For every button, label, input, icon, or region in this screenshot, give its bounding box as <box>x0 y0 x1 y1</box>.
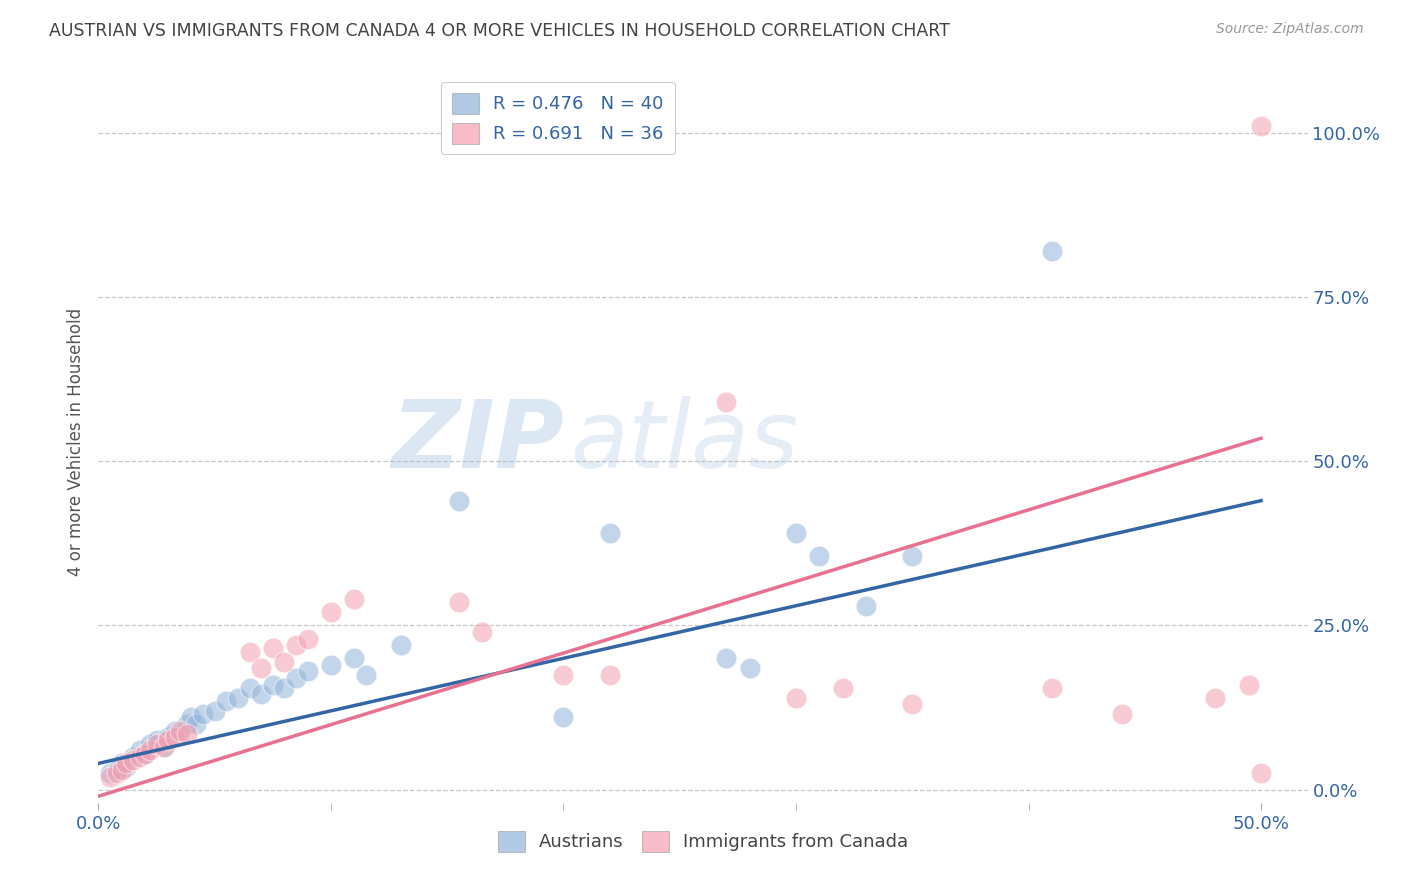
Point <box>111 763 134 777</box>
Point <box>855 599 877 613</box>
Point <box>831 681 853 695</box>
Point <box>157 733 180 747</box>
Point <box>319 605 342 619</box>
Point <box>215 694 238 708</box>
Point <box>115 756 138 771</box>
Point <box>122 753 145 767</box>
Point <box>447 493 470 508</box>
Point <box>354 667 377 681</box>
Point <box>297 665 319 679</box>
Point <box>297 632 319 646</box>
Point <box>901 549 924 564</box>
Point <box>1111 707 1133 722</box>
Point <box>115 760 138 774</box>
Text: Source: ZipAtlas.com: Source: ZipAtlas.com <box>1216 22 1364 37</box>
Point <box>1250 766 1272 780</box>
Point <box>901 698 924 712</box>
Point <box>343 592 366 607</box>
Point <box>138 737 160 751</box>
Text: atlas: atlas <box>569 396 799 487</box>
Point <box>180 710 202 724</box>
Legend: Austrians, Immigrants from Canada: Austrians, Immigrants from Canada <box>491 823 915 859</box>
Point <box>389 638 412 652</box>
Point <box>319 657 342 672</box>
Point <box>785 526 807 541</box>
Point <box>262 677 284 691</box>
Point <box>105 763 128 777</box>
Point <box>785 690 807 705</box>
Point <box>1040 244 1063 258</box>
Y-axis label: 4 or more Vehicles in Household: 4 or more Vehicles in Household <box>67 308 86 575</box>
Point <box>738 661 761 675</box>
Point <box>134 747 156 761</box>
Point <box>176 727 198 741</box>
Point <box>285 638 308 652</box>
Point <box>239 645 262 659</box>
Point <box>1204 690 1226 705</box>
Point <box>169 727 191 741</box>
Point <box>1250 120 1272 134</box>
Point <box>129 749 152 764</box>
Point <box>273 681 295 695</box>
Point <box>716 651 738 665</box>
Point <box>184 717 207 731</box>
Text: ZIP: ZIP <box>391 395 564 488</box>
Point <box>447 595 470 609</box>
Point <box>152 739 174 754</box>
Point <box>157 730 180 744</box>
Point <box>716 395 738 409</box>
Point <box>122 749 145 764</box>
Point <box>134 747 156 761</box>
Point <box>111 756 134 771</box>
Point <box>165 730 187 744</box>
Point <box>105 766 128 780</box>
Point <box>145 737 167 751</box>
Point <box>471 625 494 640</box>
Point <box>165 723 187 738</box>
Point <box>239 681 262 695</box>
Point <box>553 710 575 724</box>
Point <box>169 723 191 738</box>
Text: AUSTRIAN VS IMMIGRANTS FROM CANADA 4 OR MORE VEHICLES IN HOUSEHOLD CORRELATION C: AUSTRIAN VS IMMIGRANTS FROM CANADA 4 OR … <box>49 22 950 40</box>
Point <box>250 661 273 675</box>
Point <box>145 733 167 747</box>
Point <box>250 687 273 701</box>
Point <box>1040 681 1063 695</box>
Point <box>273 655 295 669</box>
Point <box>553 667 575 681</box>
Point <box>343 651 366 665</box>
Point <box>808 549 831 564</box>
Point <box>138 743 160 757</box>
Point <box>599 526 621 541</box>
Point <box>599 667 621 681</box>
Point <box>191 707 214 722</box>
Point <box>98 770 121 784</box>
Point <box>226 690 249 705</box>
Point <box>262 641 284 656</box>
Point <box>98 766 121 780</box>
Point <box>152 739 174 754</box>
Point <box>129 743 152 757</box>
Point <box>285 671 308 685</box>
Point <box>1239 677 1261 691</box>
Point <box>204 704 226 718</box>
Point <box>176 717 198 731</box>
